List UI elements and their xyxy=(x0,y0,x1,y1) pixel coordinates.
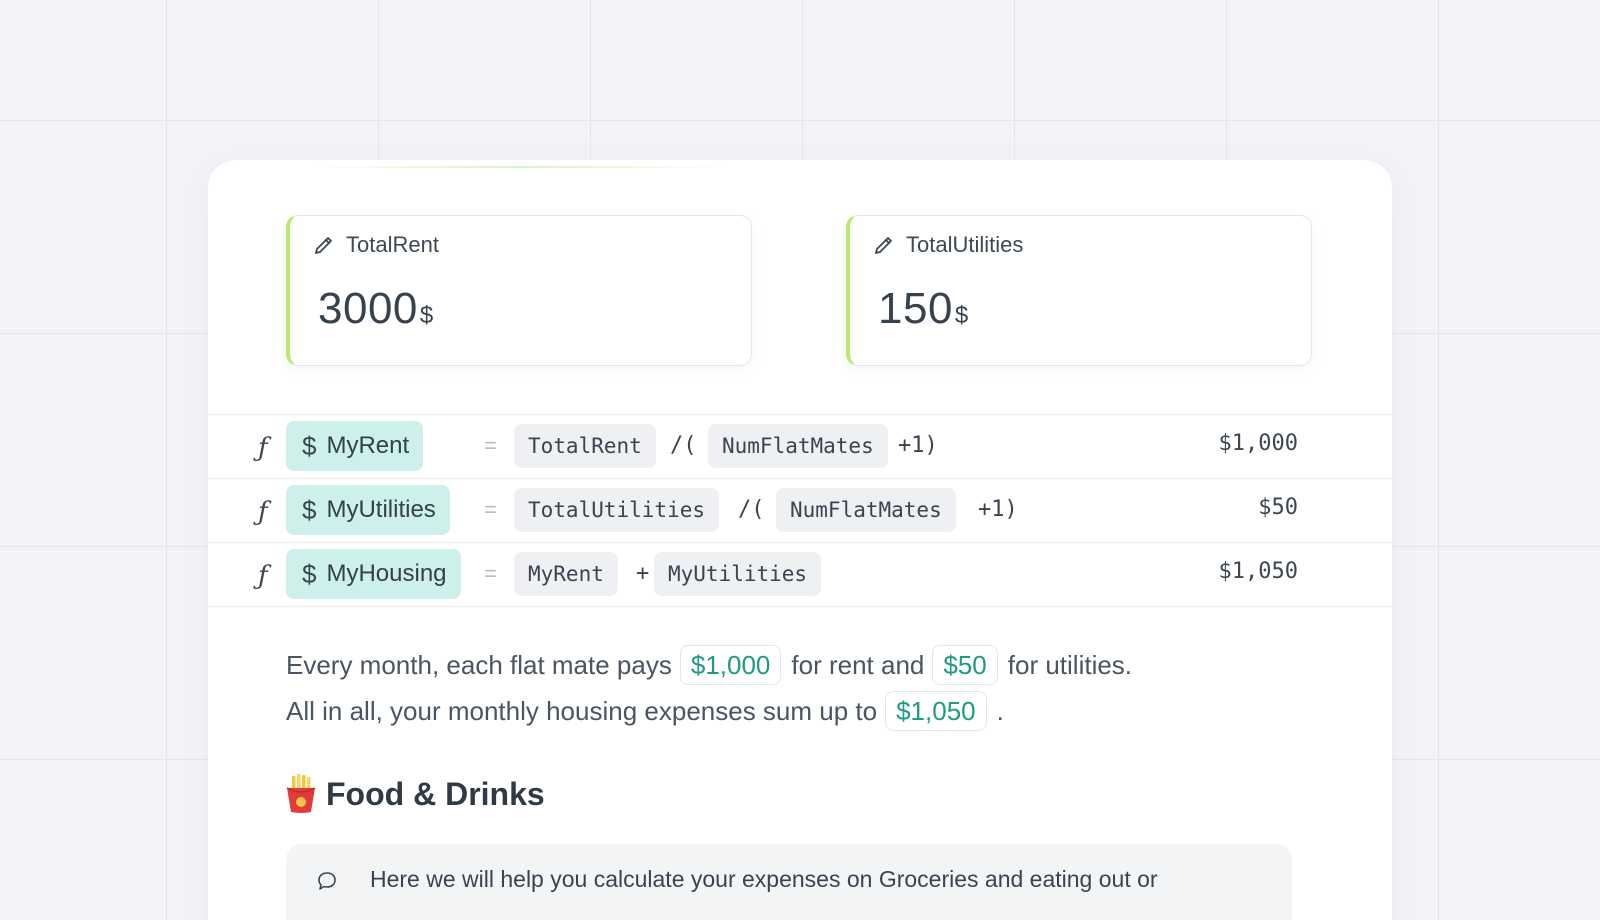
pencil-icon[interactable] xyxy=(872,233,896,257)
formula-token[interactable]: NumFlatMates xyxy=(708,424,888,468)
speech-bubble-icon xyxy=(318,872,336,890)
formula-token[interactable]: MyRent xyxy=(514,552,618,596)
equals-sign: = xyxy=(484,497,497,522)
input-value-unit: $ xyxy=(419,302,434,329)
value-pill-housing[interactable]: $1,050 xyxy=(885,691,987,731)
function-icon: ƒ xyxy=(258,433,268,463)
formula-token[interactable]: NumFlatMates xyxy=(776,488,956,532)
formula-token[interactable]: TotalUtilities xyxy=(514,488,720,532)
document-card: TotalRent 3000$ TotalUtilities 150$ ƒ $ … xyxy=(208,160,1392,920)
summary-text: for utilities. xyxy=(1007,650,1133,680)
variable-chip[interactable]: $ MyUtilities xyxy=(286,485,450,535)
summary-text: . xyxy=(996,696,1004,726)
value-pill-utilities[interactable]: $50 xyxy=(932,645,998,685)
summary-text: All in all, your monthly housing expense… xyxy=(286,696,878,726)
variable-chip[interactable]: $ MyHousing xyxy=(286,549,461,599)
input-value-unit: $ xyxy=(954,302,969,329)
formula-row-my-rent[interactable]: ƒ $ MyRent = TotalRent /( NumFlatMates +… xyxy=(208,415,1392,479)
top-glow xyxy=(308,166,728,168)
variable-name: MyHousing xyxy=(326,560,447,587)
formula-row-my-housing[interactable]: ƒ $ MyHousing = MyRent + MyUtilities $1,… xyxy=(208,543,1392,607)
input-name: TotalUtilities xyxy=(906,232,1024,257)
equals-sign: = xyxy=(484,561,497,586)
note-text: Here we will help you calculate your exp… xyxy=(370,866,1158,892)
input-value[interactable]: 3000$ xyxy=(318,284,434,334)
dollar-icon: $ xyxy=(302,558,317,589)
formula-token[interactable]: TotalRent xyxy=(514,424,656,468)
section-heading: Food & Drinks xyxy=(284,774,545,814)
variable-name: MyRent xyxy=(326,432,410,459)
formula-operator: /( xyxy=(670,433,697,458)
value-pill-rent[interactable]: $1,000 xyxy=(679,645,782,685)
formula-token[interactable]: MyUtilities xyxy=(654,552,822,596)
function-icon: ƒ xyxy=(258,561,268,591)
input-value-number: 3000 xyxy=(318,284,418,333)
input-card-total-utilities[interactable]: TotalUtilities 150$ xyxy=(846,215,1312,366)
fries-icon xyxy=(286,774,316,813)
summary-text: Every month, each flat mate pays xyxy=(286,650,672,680)
pencil-icon[interactable] xyxy=(312,233,336,257)
formula-result: $1,050 xyxy=(1218,559,1298,584)
formula-operator: +1) xyxy=(978,497,1018,522)
formula-operator: + xyxy=(636,561,650,586)
input-card-total-rent[interactable]: TotalRent 3000$ xyxy=(286,215,752,366)
formula-operator: /( xyxy=(738,497,765,522)
formula-result: $1,000 xyxy=(1218,431,1298,456)
input-value-number: 150 xyxy=(878,284,953,333)
input-value[interactable]: 150$ xyxy=(878,284,969,334)
note-callout: Here we will help you calculate your exp… xyxy=(286,844,1292,920)
function-icon: ƒ xyxy=(258,497,268,527)
formula-result: $50 xyxy=(1258,495,1298,520)
variable-name: MyUtilities xyxy=(326,496,436,523)
formula-list: ƒ $ MyRent = TotalRent /( NumFlatMates +… xyxy=(208,414,1392,607)
formula-row-my-utilities[interactable]: ƒ $ MyUtilities = TotalUtilities /( NumF… xyxy=(208,479,1392,543)
input-name: TotalRent xyxy=(346,232,439,257)
section-title: Food & Drinks xyxy=(326,775,545,812)
equals-sign: = xyxy=(484,433,497,458)
input-label-row: TotalUtilities xyxy=(872,232,1023,258)
input-label-row: TotalRent xyxy=(312,232,439,258)
summary-text: for rent and xyxy=(791,650,925,680)
dollar-icon: $ xyxy=(302,494,317,525)
formula-operator: +1) xyxy=(898,433,938,458)
variable-chip[interactable]: $ MyRent xyxy=(286,421,424,471)
summary-line-2: All in all, your monthly housing expense… xyxy=(286,688,1132,734)
summary-paragraph: Every month, each flat mate pays $1,000 … xyxy=(286,642,1132,734)
summary-line-1: Every month, each flat mate pays $1,000 … xyxy=(286,642,1132,688)
dollar-icon: $ xyxy=(302,430,317,461)
